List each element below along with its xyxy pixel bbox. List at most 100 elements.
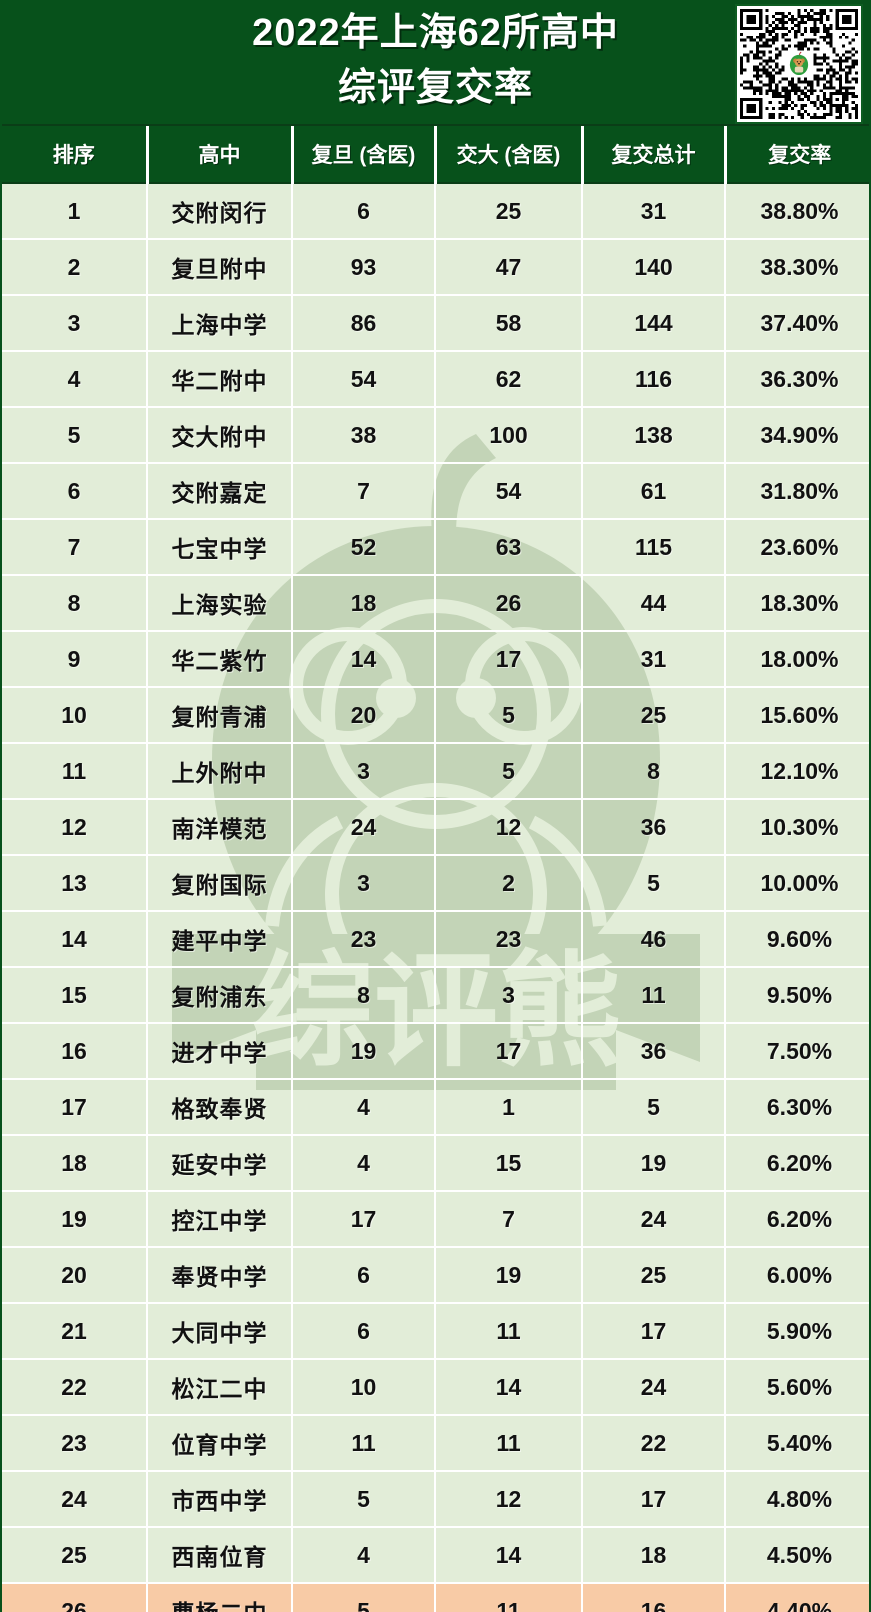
cell-total: 144: [582, 295, 726, 352]
table-row[interactable]: 15 复附浦东 8 3 11 9.50%: [2, 967, 869, 1024]
table-row[interactable]: 25 西南位育 4 14 18 4.50%: [2, 1527, 869, 1584]
table-row[interactable]: 18 延安中学 4 15 19 6.20%: [2, 1135, 869, 1192]
cell-fudan: 7: [292, 463, 436, 520]
cell-rate: 15.60%: [725, 687, 869, 744]
table-row[interactable]: 20 奉贤中学 6 19 25 6.00%: [2, 1247, 869, 1304]
cell-school: 华二紫竹: [147, 631, 293, 688]
column-header-total[interactable]: 复交总计: [582, 126, 727, 184]
cell-total: 31: [582, 631, 726, 688]
table-row[interactable]: 22 松江二中 10 14 24 5.60%: [2, 1359, 869, 1416]
cell-total: 36: [582, 799, 726, 856]
table-row[interactable]: 14 建平中学 23 23 46 9.60%: [2, 911, 869, 968]
cell-rank: 26: [2, 1583, 148, 1612]
table-row[interactable]: 1 交附闵行 6 25 31 38.80%: [2, 183, 869, 240]
table-row[interactable]: 7 七宝中学 52 63 115 23.60%: [2, 519, 869, 576]
cell-rank: 5: [2, 407, 148, 464]
cell-fudan: 6: [292, 1247, 436, 1304]
table-row[interactable]: 10 复附青浦 20 5 25 15.60%: [2, 687, 869, 744]
cell-rate: 38.80%: [725, 183, 869, 240]
column-header-jiaoda[interactable]: 交大 (含医): [435, 126, 584, 184]
cell-fudan: 23: [292, 911, 436, 968]
table-row[interactable]: 21 大同中学 6 11 17 5.90%: [2, 1303, 869, 1360]
cell-rank: 18: [2, 1135, 148, 1192]
cell-fudan: 4: [292, 1135, 436, 1192]
table-row[interactable]: 24 市西中学 5 12 17 4.80%: [2, 1471, 869, 1528]
cell-fudan: 6: [292, 1303, 436, 1360]
cell-fudan: 8: [292, 967, 436, 1024]
cell-jiaoda: 19: [435, 1247, 583, 1304]
cell-school: 奉贤中学: [147, 1247, 293, 1304]
cell-fudan: 19: [292, 1023, 436, 1080]
cell-school: 建平中学: [147, 911, 293, 968]
table-row[interactable]: 17 格致奉贤 4 1 5 6.30%: [2, 1079, 869, 1136]
cell-jiaoda: 25: [435, 183, 583, 240]
cell-jiaoda: 1: [435, 1079, 583, 1136]
cell-jiaoda: 54: [435, 463, 583, 520]
table-row[interactable]: 16 进才中学 19 17 36 7.50%: [2, 1023, 869, 1080]
cell-jiaoda: 23: [435, 911, 583, 968]
cell-rank: 10: [2, 687, 148, 744]
table-row[interactable]: 5 交大附中 38 100 138 34.90%: [2, 407, 869, 464]
cell-rank: 1: [2, 183, 148, 240]
table-row[interactable]: 23 位育中学 11 11 22 5.40%: [2, 1415, 869, 1472]
cell-school: 交大附中: [147, 407, 293, 464]
cell-total: 18: [582, 1527, 726, 1584]
cell-total: 8: [582, 743, 726, 800]
cell-school: 上海实验: [147, 575, 293, 632]
cell-jiaoda: 47: [435, 239, 583, 296]
cell-rank: 24: [2, 1471, 148, 1528]
cell-school: 上外附中: [147, 743, 293, 800]
cell-rate: 5.40%: [725, 1415, 869, 1472]
cell-rank: 7: [2, 519, 148, 576]
cell-fudan: 5: [292, 1471, 436, 1528]
cell-jiaoda: 7: [435, 1191, 583, 1248]
cell-jiaoda: 11: [435, 1303, 583, 1360]
cell-total: 25: [582, 687, 726, 744]
cell-fudan: 54: [292, 351, 436, 408]
table-row[interactable]: 12 南洋模范 24 12 36 10.30%: [2, 799, 869, 856]
table-row[interactable]: 9 华二紫竹 14 17 31 18.00%: [2, 631, 869, 688]
cell-rank: 11: [2, 743, 148, 800]
cell-total: 61: [582, 463, 726, 520]
cell-jiaoda: 26: [435, 575, 583, 632]
cell-jiaoda: 3: [435, 967, 583, 1024]
cell-school: 复旦附中: [147, 239, 293, 296]
cell-jiaoda: 5: [435, 743, 583, 800]
cell-fudan: 52: [292, 519, 436, 576]
cell-rate: 18.00%: [725, 631, 869, 688]
cell-total: 5: [582, 855, 726, 912]
table-row[interactable]: 4 华二附中 54 62 116 36.30%: [2, 351, 869, 408]
cell-rate: 6.30%: [725, 1079, 869, 1136]
table-row[interactable]: 13 复附国际 3 2 5 10.00%: [2, 855, 869, 912]
table-row[interactable]: 3 上海中学 86 58 144 37.40%: [2, 295, 869, 352]
cell-total: 116: [582, 351, 726, 408]
cell-rate: 23.60%: [725, 519, 869, 576]
column-header-fudan[interactable]: 复旦 (含医): [292, 126, 437, 184]
ranking-table: 排序 高中 复旦 (含医) 交大 (含医) 复交总计 复交率 1 交附闵行 6 25 3…: [2, 126, 869, 1612]
header-banner: 2022年上海62所高中 综评复交率: [2, 0, 869, 126]
column-header-school[interactable]: 高中: [147, 126, 294, 184]
qr-code[interactable]: [735, 4, 863, 124]
cell-school: 位育中学: [147, 1415, 293, 1472]
table-row[interactable]: 6 交附嘉定 7 54 61 31.80%: [2, 463, 869, 520]
cell-jiaoda: 62: [435, 351, 583, 408]
table-row[interactable]: 2 复旦附中 93 47 140 38.30%: [2, 239, 869, 296]
table-body: 1 交附闵行 6 25 31 38.80% 2 复旦附中 93 47 140 38.30% 3 上海中学 8…: [2, 183, 869, 1612]
table-row[interactable]: 8 上海实验 18 26 44 18.30%: [2, 575, 869, 632]
cell-fudan: 11: [292, 1415, 436, 1472]
cell-total: 17: [582, 1471, 726, 1528]
table-header-row: 排序 高中 复旦 (含医) 交大 (含医) 复交总计 复交率: [2, 126, 869, 184]
cell-rate: 10.00%: [725, 855, 869, 912]
column-header-rank[interactable]: 排序: [2, 126, 149, 184]
cell-rank: 9: [2, 631, 148, 688]
cell-total: 115: [582, 519, 726, 576]
cell-rate: 34.90%: [725, 407, 869, 464]
column-header-rate[interactable]: 复交率: [725, 126, 869, 184]
table-row[interactable]: 26曹杨二中511164.40%: [2, 1583, 869, 1612]
table-row[interactable]: 19 控江中学 17 7 24 6.20%: [2, 1191, 869, 1248]
cell-rate: 5.60%: [725, 1359, 869, 1416]
cell-rate: 5.90%: [725, 1303, 869, 1360]
cell-total: 25: [582, 1247, 726, 1304]
cell-fudan: 3: [292, 855, 436, 912]
table-row[interactable]: 11 上外附中 3 5 8 12.10%: [2, 743, 869, 800]
